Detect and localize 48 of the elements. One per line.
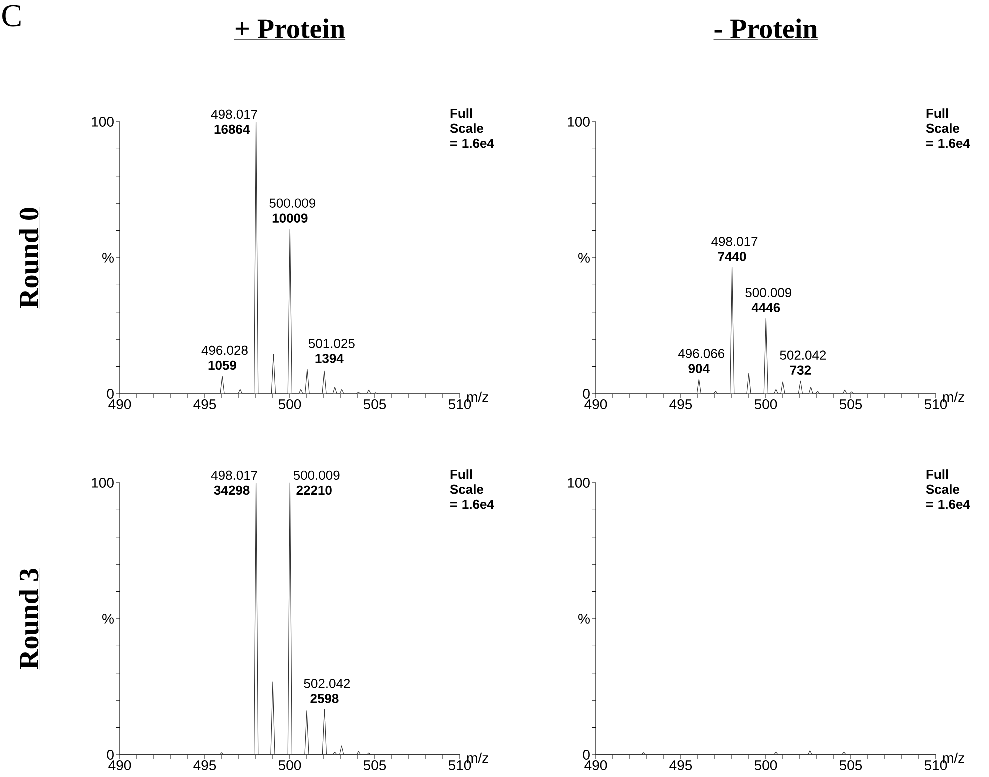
x-tick-label: 495 <box>670 400 692 410</box>
x-tick-label: 495 <box>194 400 216 410</box>
y-tick-label: 100 <box>92 478 114 488</box>
annotation: 501.025 1394 <box>308 339 355 364</box>
y-tick-label: % <box>578 253 590 263</box>
x-tick-label: 505 <box>840 400 862 410</box>
y-tick-label: 100 <box>92 117 114 127</box>
x-tick-label: 495 <box>670 760 692 770</box>
annotation: 496.066 904 <box>678 349 725 374</box>
annotation: 502.042 2598 <box>304 679 350 704</box>
y-tick-label: 100 <box>568 478 590 488</box>
x-tick-label: 495 <box>194 760 216 770</box>
y-axis-title: Round 3 <box>19 569 39 670</box>
annotation: Full Scale = 1.6e4 <box>926 108 970 148</box>
annotation: 502.042 732 <box>780 350 826 375</box>
x-tick-label: 490 <box>584 400 608 410</box>
annotation: 500.009 4446 <box>746 288 792 312</box>
annotation: 498.017 16864 <box>211 110 258 134</box>
x-tick-label: 500 <box>278 760 302 770</box>
x-tick-label: 505 <box>364 400 386 410</box>
x-tick-label: 490 <box>108 760 132 770</box>
x-tick-label: 505 <box>364 760 386 770</box>
annotation: 500.009 22210 <box>294 470 340 496</box>
y-tick-label: % <box>102 614 114 624</box>
chart-title: + Protein <box>236 18 346 38</box>
y-tick-label: % <box>102 253 114 263</box>
y-tick-label: 100 <box>568 117 590 127</box>
text: C <box>2 5 21 27</box>
chart-title: - Protein <box>714 18 818 38</box>
y-tick-label: 0 <box>583 750 590 760</box>
y-tick-label: 0 <box>583 389 590 399</box>
annotation: 498.017 7440 <box>712 237 758 262</box>
y-tick-label: 0 <box>107 750 114 760</box>
annotation: 498.017 34298 <box>211 470 258 496</box>
y-tick-label: 0 <box>107 389 114 399</box>
annotation: Full Scale = 1.6e4 <box>450 470 494 510</box>
annotation: Full Scale = 1.6e4 <box>450 108 494 148</box>
x-tick-label: 505 <box>840 760 862 770</box>
x-tick-label: 490 <box>584 760 608 770</box>
annotation: Full Scale = 1.6e4 <box>926 470 970 510</box>
x-tick-label: 500 <box>754 400 778 410</box>
x-tick-label: 490 <box>108 400 132 410</box>
y-tick-label: % <box>578 614 590 624</box>
annotation: 496.028 1059 <box>202 346 248 370</box>
x-tick-label: 500 <box>754 760 778 770</box>
y-axis-title: Round 0 <box>19 208 39 308</box>
annotation: 500.009 10009 <box>270 198 316 223</box>
x-tick-label: 500 <box>278 400 302 410</box>
